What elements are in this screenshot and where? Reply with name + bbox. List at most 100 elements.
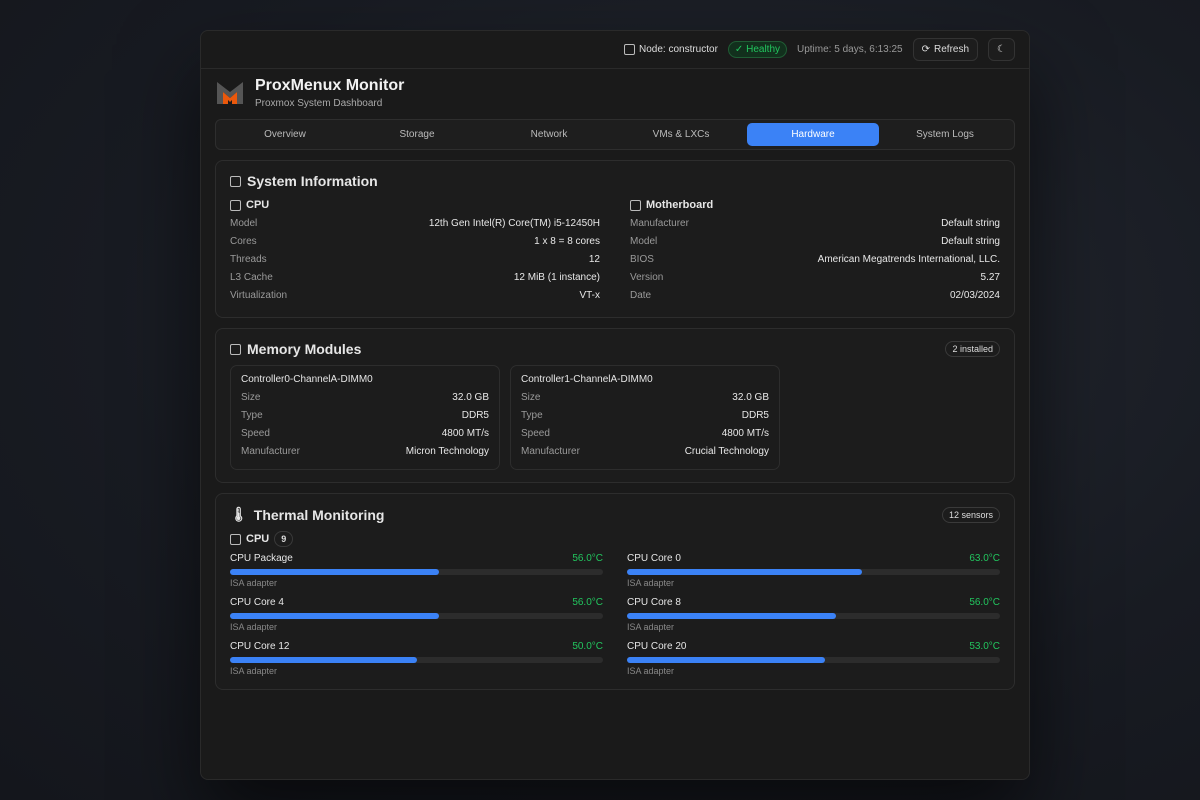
tab-network[interactable]: Network	[530, 129, 568, 140]
module-label: Manufacturer	[521, 446, 580, 457]
info-value: 12	[588, 254, 600, 265]
sensor-item: CPU Core 0 63.0°C ISA adapter	[627, 553, 1000, 589]
info-value: Default string	[941, 236, 1000, 247]
tab-vms-lxcs[interactable]: VMs & LXCs	[652, 129, 710, 140]
sensor-source: ISA adapter	[627, 666, 675, 676]
info-value: 12th Gen Intel(R) Core(TM) i5-12450H	[428, 218, 600, 229]
uptime: Uptime: 5 days, 6:13:25	[797, 44, 903, 55]
sensor-source: ISA adapter	[627, 578, 675, 588]
temp-bar	[230, 657, 603, 663]
module-label: Manufacturer	[241, 446, 300, 457]
module-row: Speed 4800 MT/s	[241, 425, 489, 443]
temp-bar-fill	[230, 569, 439, 575]
module-label: Speed	[241, 428, 270, 439]
temp-bar	[230, 569, 603, 575]
theme-toggle-button[interactable]: ☾	[988, 38, 1015, 61]
sensor-item: CPU Core 8 56.0°C ISA adapter	[627, 597, 1000, 633]
server-icon	[623, 44, 635, 55]
dashboard-window: Node: constructor ✓ Healthy Uptime: 5 da…	[200, 30, 1030, 780]
sensor-source: ISA adapter	[230, 666, 278, 676]
temp-bar	[230, 613, 603, 619]
module-row: Size 32.0 GB	[241, 389, 489, 407]
moon-icon: ☾	[997, 44, 1006, 55]
temp-bar-fill	[627, 657, 825, 663]
info-label: L3 Cache	[230, 272, 273, 283]
temp-bar-fill	[230, 657, 417, 663]
info-row: Date 02/03/2024	[630, 287, 1000, 305]
info-row: Virtualization VT-x	[230, 287, 600, 305]
motherboard-title: Motherboard	[646, 199, 714, 211]
sensor-name: CPU Core 12	[230, 641, 290, 652]
sensors-badge: 12 sensors	[941, 506, 1000, 523]
module-label: Speed	[521, 428, 550, 439]
sensor-temp: 56.0°C	[572, 553, 603, 564]
installed-badge: 2 installed	[945, 341, 1000, 357]
info-row: L3 Cache 12 MiB (1 instance)	[230, 269, 600, 287]
sensor-name: CPU Core 8	[627, 597, 681, 608]
module-value: 4800 MT/s	[721, 428, 769, 439]
sensor-source: ISA adapter	[627, 622, 675, 632]
module-row: Speed 4800 MT/s	[521, 425, 769, 443]
card-title: Memory Modules	[247, 341, 362, 357]
node-label: Node: constructor	[638, 44, 718, 55]
refresh-button[interactable]: ⟳ Refresh	[912, 38, 979, 61]
cpu-title: CPU	[246, 199, 270, 211]
memory-modules-card: Memory Modules 2 installed Controller0-Ch…	[215, 328, 1015, 483]
info-row: Manufacturer Default string	[630, 215, 1000, 233]
info-value: 1 x 8 = 8 cores	[534, 236, 600, 247]
sensor-temp: 56.0°C	[572, 597, 603, 608]
info-label: Date	[630, 290, 652, 301]
info-label: Model	[630, 236, 658, 247]
tab-overview[interactable]: Overview	[264, 129, 306, 140]
refresh-label: Refresh	[934, 44, 970, 55]
chip-icon	[230, 175, 241, 187]
card-title: Thermal Monitoring	[253, 506, 385, 523]
memory-module: Controller1-ChannelA-DIMM0 Size 32.0 GB Ty…	[510, 365, 780, 470]
info-row: Model Default string	[630, 233, 1000, 251]
info-label: Manufacturer	[630, 218, 689, 229]
info-value: Default string	[941, 218, 1000, 229]
health-badge: ✓ Healthy	[727, 41, 787, 58]
tab-system-logs[interactable]: System Logs	[916, 129, 974, 140]
info-value: 02/03/2024	[949, 290, 1000, 301]
thermal-monitoring-card: 🌡 Thermal Monitoring 12 sensors CPU 9 CPU P…	[215, 493, 1015, 690]
module-label: Type	[521, 410, 543, 421]
tab-bar: Overview Storage Network VMs & LXCs Hard…	[215, 119, 1015, 150]
sensor-source: ISA adapter	[230, 622, 278, 632]
sensor-source: ISA adapter	[230, 578, 278, 588]
temp-bar	[627, 657, 1000, 663]
module-value: Crucial Technology	[684, 446, 769, 457]
group-title: CPU	[246, 533, 270, 545]
temp-bar-fill	[230, 613, 439, 619]
tab-hardware[interactable]: Hardware	[747, 123, 879, 146]
info-label: Threads	[230, 254, 267, 265]
temp-bar-fill	[627, 569, 862, 575]
module-value: 32.0 GB	[452, 392, 489, 403]
info-row: Threads 12	[230, 251, 600, 269]
temp-bar	[627, 569, 1000, 575]
sensor-temp: 63.0°C	[969, 553, 1000, 564]
module-value: DDR5	[741, 410, 769, 421]
module-row: Manufacturer Crucial Technology	[521, 443, 769, 461]
module-label: Size	[521, 392, 541, 403]
module-value: DDR5	[461, 410, 489, 421]
info-row: Model 12th Gen Intel(R) Core(TM) i5-12450…	[230, 215, 600, 233]
info-label: Virtualization	[230, 290, 288, 301]
top-bar: Node: constructor ✓ Healthy Uptime: 5 da…	[201, 31, 1029, 69]
cpu-section: CPU Model 12th Gen Intel(R) Core(TM) i5-1…	[230, 199, 600, 305]
sensor-temp: 56.0°C	[969, 597, 1000, 608]
module-row: Type DDR5	[241, 407, 489, 425]
motherboard-section: Motherboard Manufacturer Default string Mo…	[630, 199, 1000, 305]
tab-storage[interactable]: Storage	[399, 129, 435, 140]
info-value: 5.27	[980, 272, 1000, 283]
sensor-item: CPU Core 20 53.0°C ISA adapter	[627, 641, 1000, 677]
info-value: 12 MiB (1 instance)	[513, 272, 600, 283]
info-row: Cores 1 x 8 = 8 cores	[230, 233, 600, 251]
card-title: System Information	[247, 173, 378, 189]
temp-bar-fill	[627, 613, 836, 619]
app-subtitle: Proxmox System Dashboard	[255, 98, 383, 109]
module-label: Type	[241, 410, 263, 421]
sensor-item: CPU Package 56.0°C ISA adapter	[230, 553, 603, 589]
sensor-temp: 53.0°C	[969, 641, 1000, 652]
module-value: Micron Technology	[405, 446, 489, 457]
